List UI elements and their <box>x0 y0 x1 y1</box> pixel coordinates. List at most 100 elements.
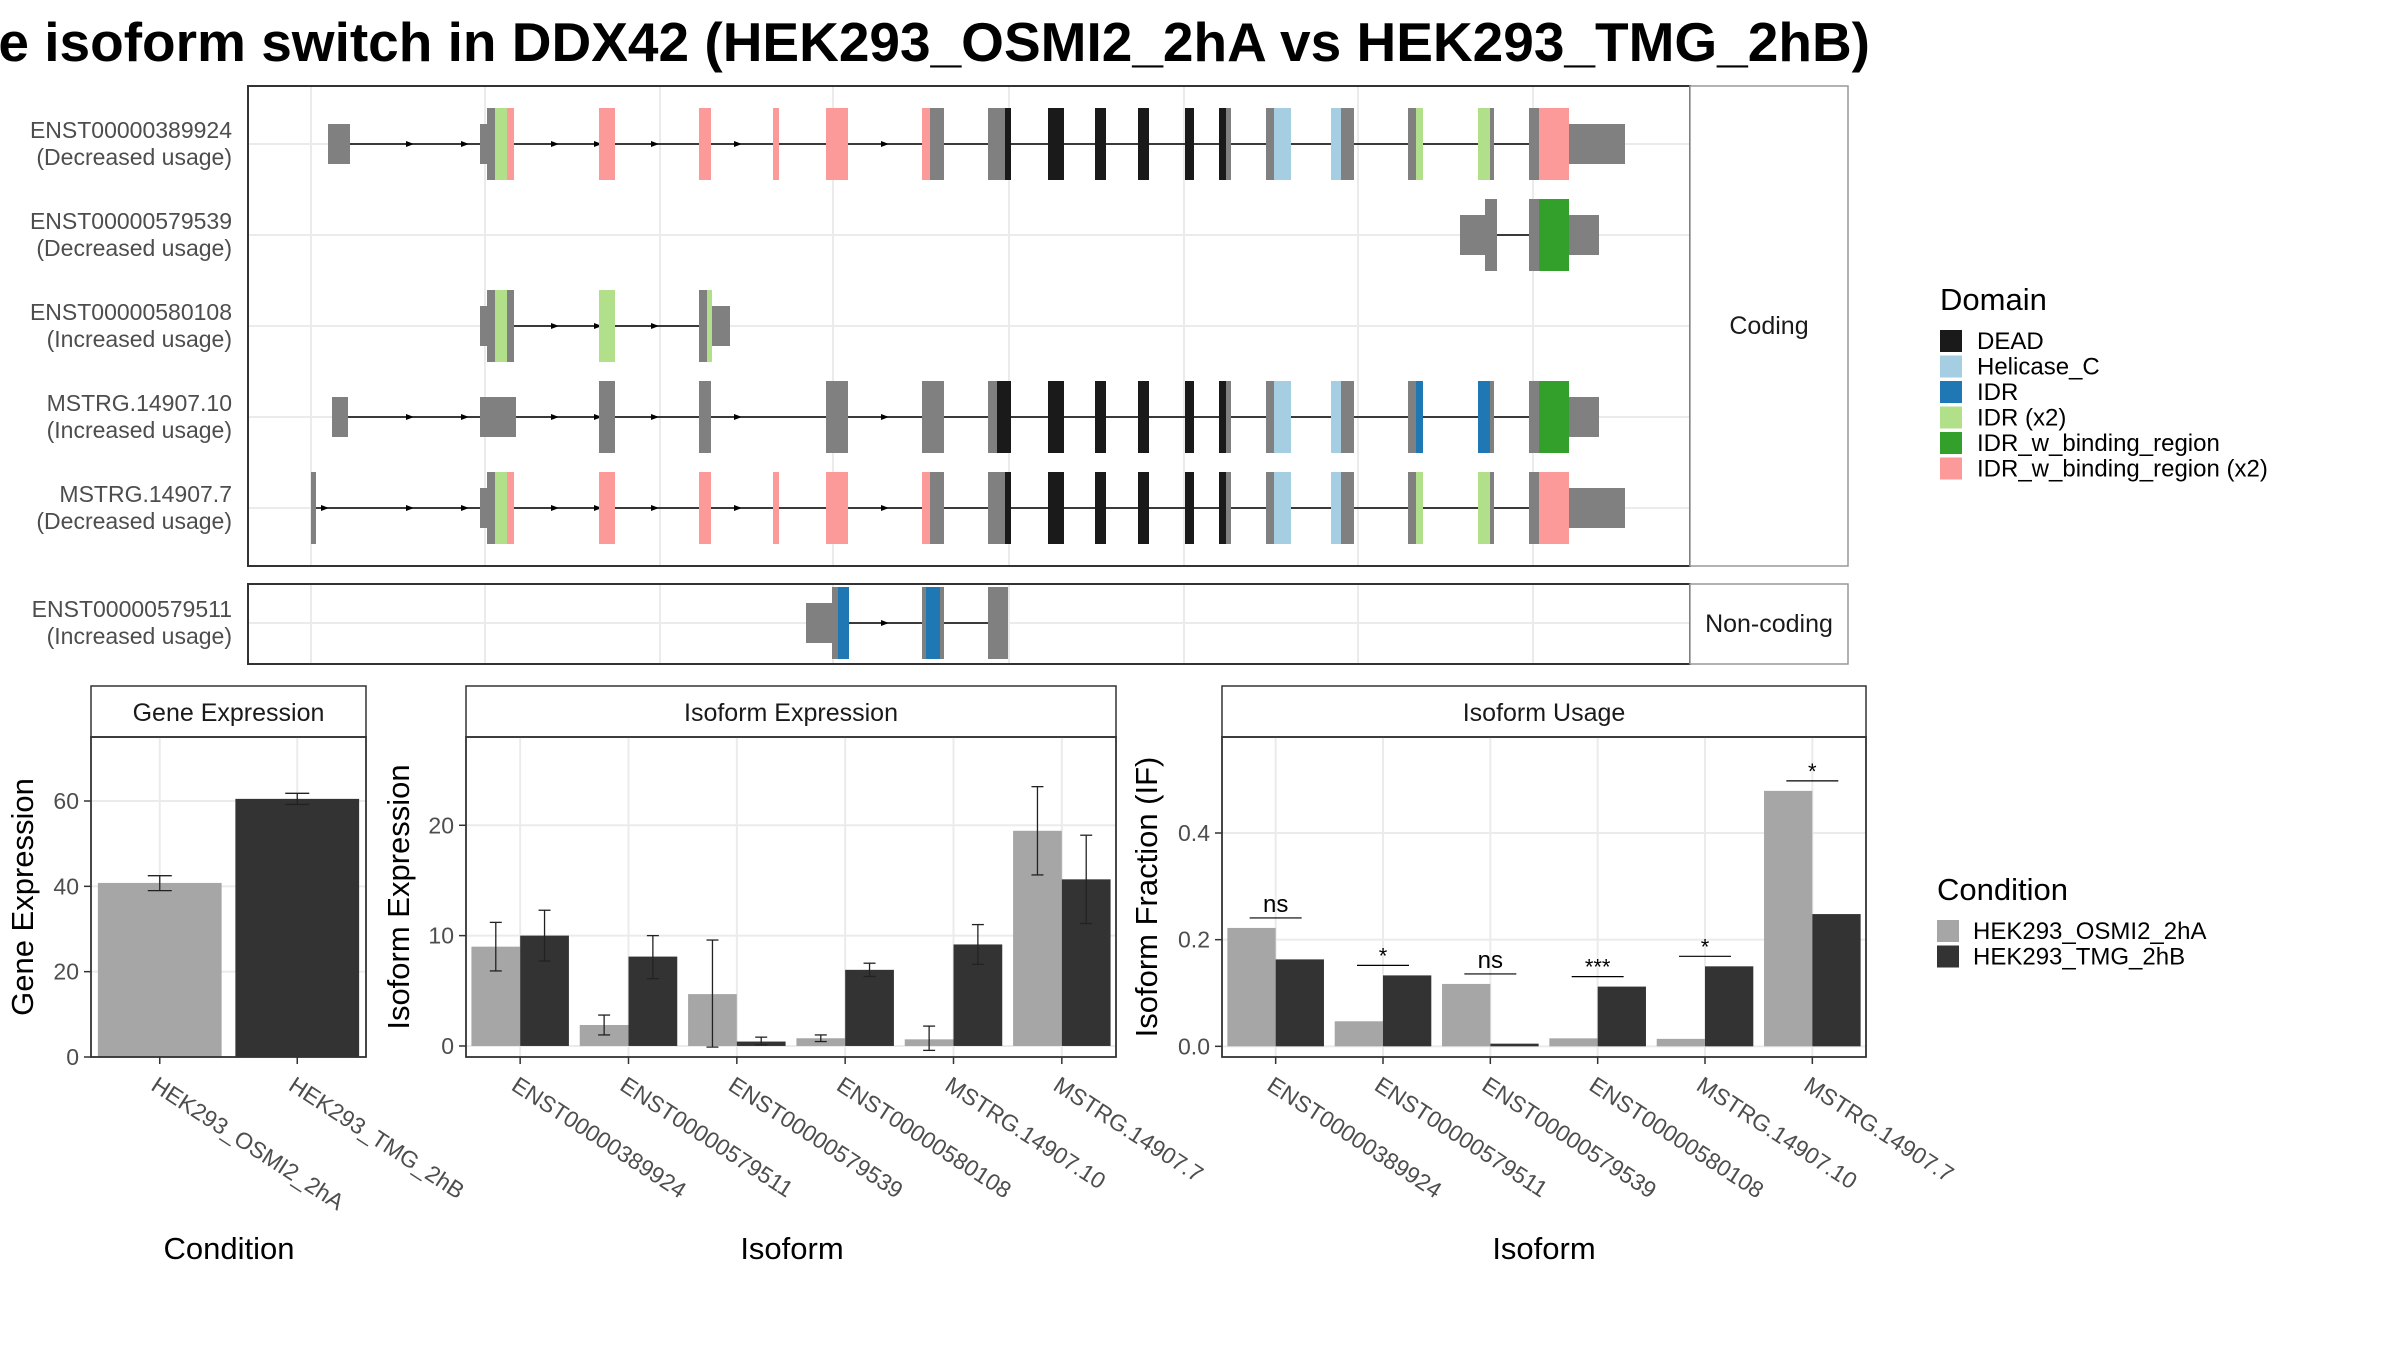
exon <box>988 108 1005 180</box>
exon <box>773 472 779 544</box>
exon <box>1185 381 1194 453</box>
bar <box>1812 914 1861 1047</box>
exon <box>1539 381 1569 453</box>
condition-legend-label: HEK293_TMG_2hB <box>1973 944 2185 971</box>
direction-arrow <box>594 141 602 147</box>
exon <box>1478 381 1490 453</box>
direction-arrow <box>881 505 889 511</box>
exon <box>930 472 944 544</box>
direction-arrow <box>461 414 469 420</box>
isoform-label: MSTRG.14907.7 <box>59 481 232 507</box>
exon <box>1341 108 1354 180</box>
significance-label: * <box>1379 943 1388 968</box>
exon <box>940 587 944 659</box>
condition-legend-key <box>1937 920 1959 942</box>
isoform-usage-label: (Increased usage) <box>47 326 232 352</box>
exon <box>832 587 838 659</box>
exon <box>699 381 711 453</box>
significance-label: * <box>1701 934 1710 959</box>
exon <box>988 587 1008 659</box>
exon <box>1490 108 1494 180</box>
domain-legend-key <box>1940 457 1962 480</box>
transcript-model <box>806 587 1008 659</box>
exon <box>1095 108 1106 180</box>
transcript-model <box>328 108 1625 180</box>
exon <box>707 290 712 362</box>
exon <box>1048 381 1064 453</box>
exon <box>1048 108 1064 180</box>
bar-charts: Gene Expression0204060HEK293_OSMI2_2hAHE… <box>5 685 1959 1266</box>
exon <box>1539 108 1569 180</box>
page-title: The isoform switch in DDX42 (HEK293_OSMI… <box>0 6 1870 80</box>
direction-arrow <box>406 141 414 147</box>
x-tick-label: ENST00000579539 <box>1478 1071 1662 1203</box>
exon <box>507 472 514 544</box>
isoform-label: ENST00000579511 <box>32 596 232 622</box>
exon <box>1048 472 1064 544</box>
bar <box>1275 959 1324 1047</box>
transcript-model <box>332 381 1599 453</box>
exon <box>599 381 615 453</box>
chart-title-strip <box>1221 685 1867 738</box>
exon <box>1569 397 1599 437</box>
bar <box>1705 966 1754 1047</box>
bar <box>1383 975 1432 1047</box>
x-tick-label: ENST00000579511 <box>616 1071 798 1202</box>
direction-arrow <box>551 414 559 420</box>
direction-arrow <box>594 505 602 511</box>
isoform-label: MSTRG.14907.10 <box>47 390 232 416</box>
y-tick-label: 40 <box>53 873 79 899</box>
y-tick-label: 10 <box>428 923 454 949</box>
exon <box>1266 472 1274 544</box>
direction-arrow <box>881 141 889 147</box>
isoform-usage-label: (Increased usage) <box>47 417 232 443</box>
exon <box>699 472 711 544</box>
y-axis-title: Isoform Fraction (IF) <box>1129 757 1164 1038</box>
domain-legend-label: IDR_w_binding_region <box>1977 430 2220 457</box>
exon <box>1266 381 1274 453</box>
domain-legend-key <box>1940 355 1962 378</box>
y-axis-title: Isoform Expression <box>381 764 416 1029</box>
exon <box>1138 108 1149 180</box>
chart-title-strip <box>90 685 367 738</box>
domain-legend-key <box>1940 432 1962 454</box>
exon <box>495 290 507 362</box>
y-tick-label: 0.2 <box>1178 927 1210 953</box>
isoform-label: ENST00000580108 <box>30 299 232 325</box>
exon <box>487 472 495 544</box>
x-tick-label: ENST00000580108 <box>832 1071 1016 1203</box>
domain-legend-key <box>1940 381 1962 403</box>
plot-border <box>1221 736 1867 1058</box>
exon <box>495 108 507 180</box>
x-tick-label: ENST00000389924 <box>1263 1071 1447 1203</box>
domain-legend-key <box>1940 330 1962 352</box>
direction-arrow <box>734 141 742 147</box>
exon <box>480 306 487 346</box>
transcript-model <box>1460 199 1599 271</box>
direction-arrow <box>651 141 659 147</box>
exon <box>826 108 848 180</box>
exon <box>1226 108 1231 180</box>
exon <box>699 290 707 362</box>
y-tick-label: 60 <box>53 788 79 814</box>
exon <box>1478 108 1490 180</box>
bar <box>1442 983 1491 1047</box>
direction-arrow <box>651 414 659 420</box>
condition-legend-title: Condition <box>1937 872 2068 907</box>
exon <box>922 472 930 544</box>
domain-legend-label: Helicase_C <box>1977 354 2100 381</box>
exon <box>1341 472 1354 544</box>
exon <box>1219 472 1229 544</box>
exon <box>332 397 348 437</box>
exon <box>507 290 514 362</box>
domain-legend-key <box>1940 406 1962 429</box>
direction-arrow <box>881 414 889 420</box>
exon <box>1408 108 1416 180</box>
exon <box>1529 199 1539 271</box>
domain-legend-label: IDR <box>1977 379 2018 406</box>
chart-title-strip <box>465 685 1117 738</box>
direction-arrow <box>321 505 329 511</box>
exon <box>1341 381 1354 453</box>
